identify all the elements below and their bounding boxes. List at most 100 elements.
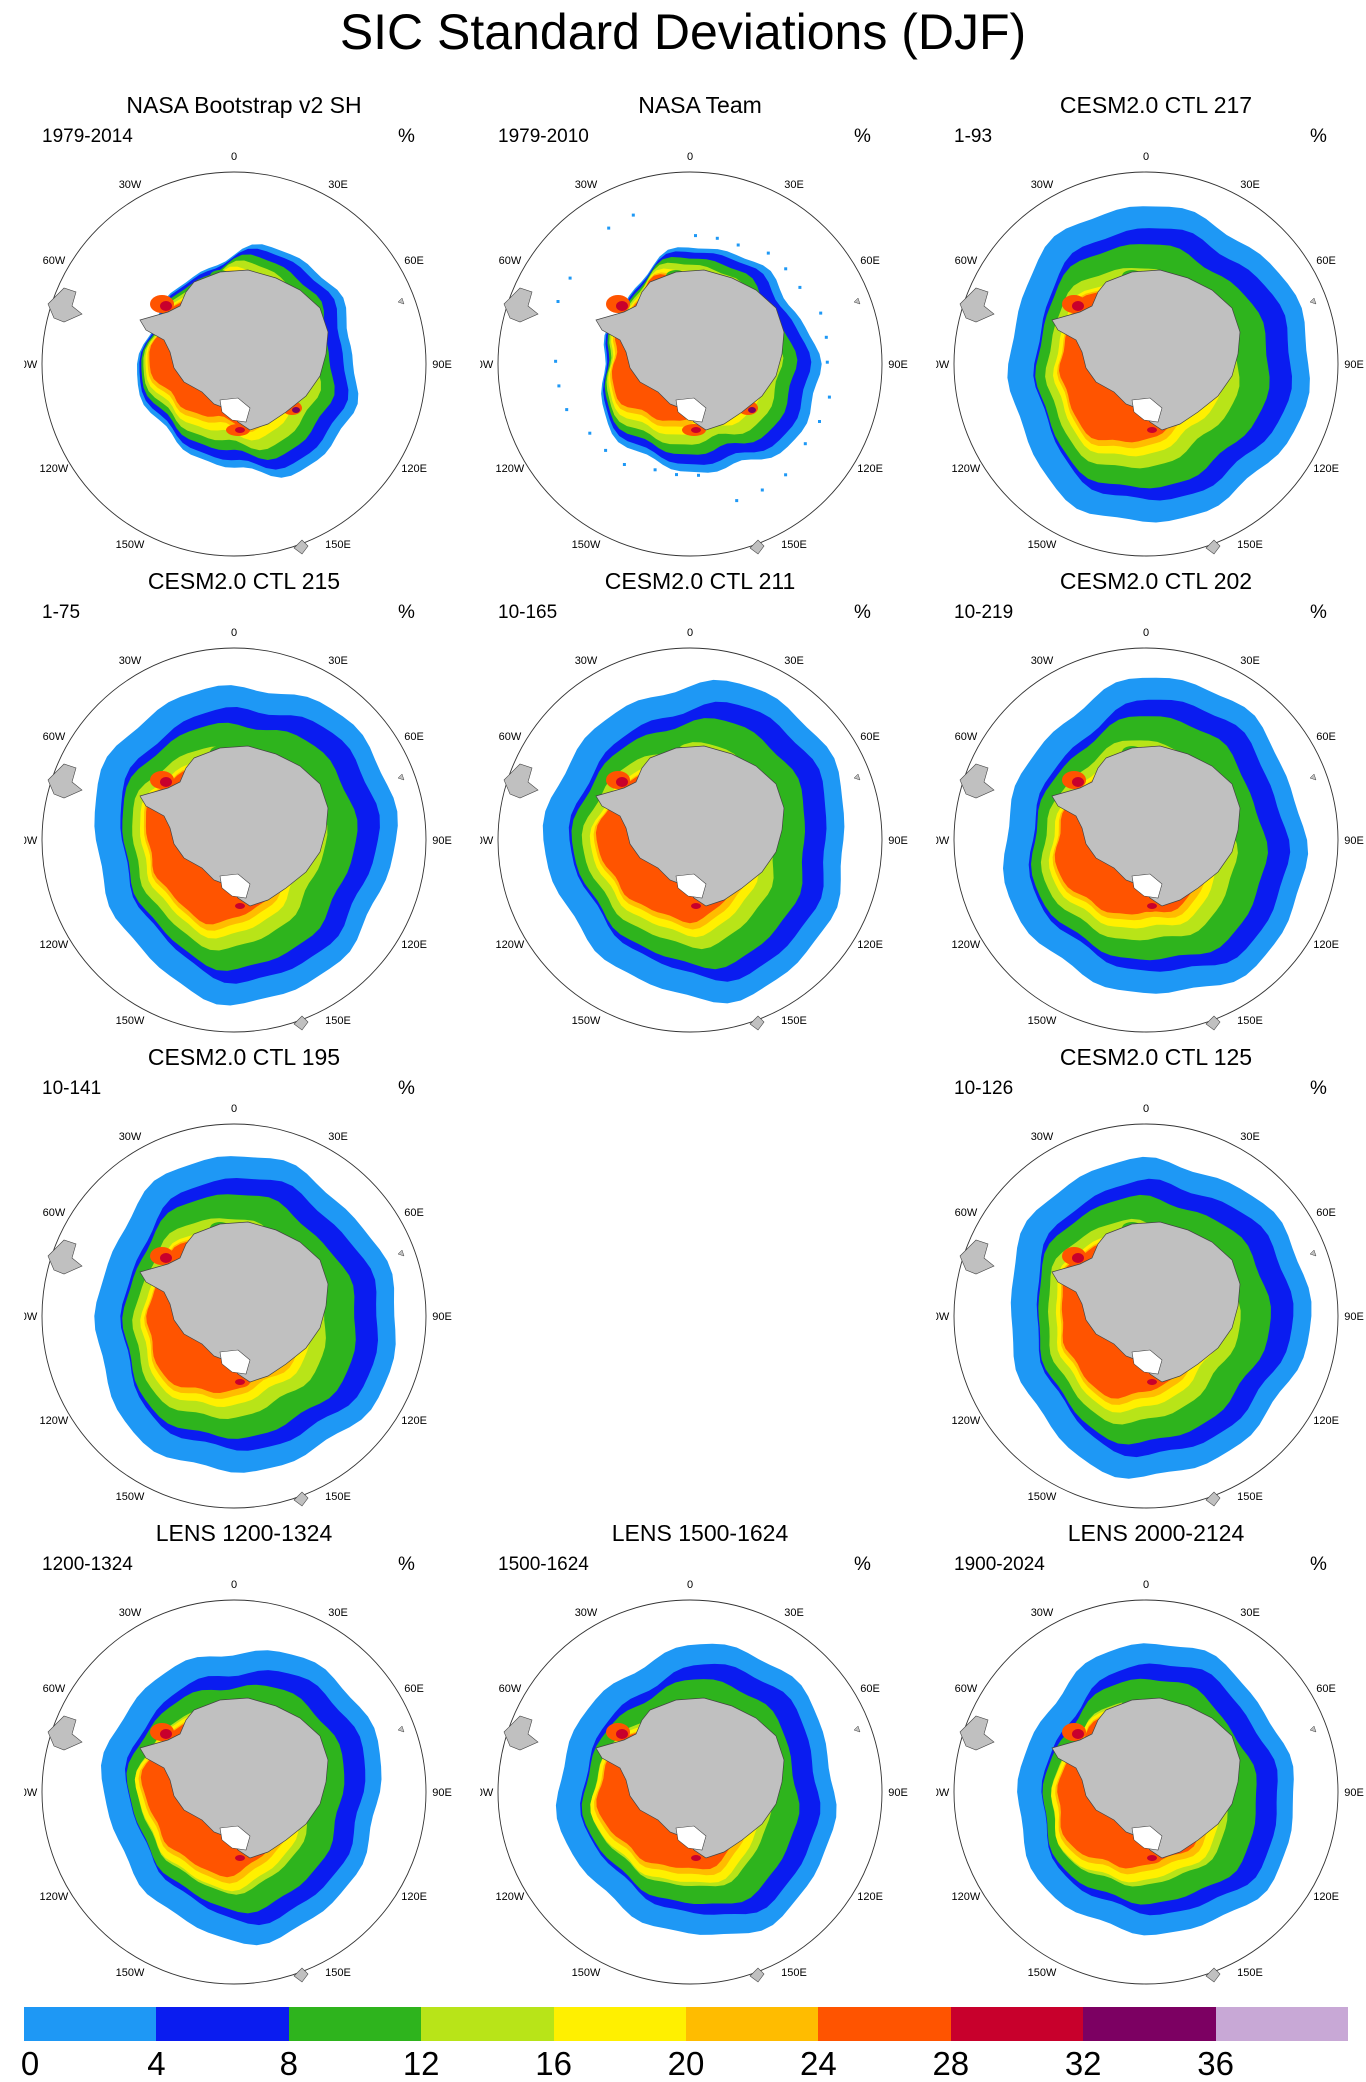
map-panel: 030E60E90E120E150E180150W120W90W60W30WLE… [24, 1520, 464, 1990]
sic-hotspot [160, 301, 172, 311]
panel-title: NASA Team [638, 92, 762, 118]
sic-speckle [568, 276, 572, 280]
colorbar-tick-label: 0 [20, 2045, 40, 2082]
island-landmass [397, 773, 405, 781]
longitude-label: 120W [952, 1891, 981, 1903]
longitude-label: 90E [432, 835, 452, 847]
longitude-label: 30E [328, 655, 348, 667]
sic-speckle [556, 300, 560, 303]
panel-period: 10-141 [42, 1078, 102, 1099]
longitude-label: 30W [1031, 1131, 1054, 1143]
island-landmass [853, 1725, 861, 1733]
sic-speckle [824, 335, 828, 339]
sic-hotspot [616, 301, 628, 311]
sic-hotspot [691, 427, 701, 433]
panel-title: CESM2.0 CTL 202 [1059, 568, 1253, 594]
south-america-landmass [47, 1715, 83, 1751]
panel-unit: % [1310, 1078, 1327, 1099]
longitude-label: 30W [119, 655, 142, 667]
island-landmass [397, 297, 405, 305]
south-america-landmass [959, 1239, 995, 1275]
longitude-label: 120W [952, 1415, 981, 1427]
south-america-landmass [503, 1715, 539, 1751]
longitude-label: 150E [1237, 1491, 1263, 1503]
longitude-label: 60E [1316, 731, 1336, 743]
sic-speckle [766, 251, 770, 255]
colorbar-tick-label: 36 [1197, 2045, 1234, 2082]
sic-speckle [675, 473, 678, 477]
panel-period: 1979-2010 [498, 126, 589, 147]
polar-map: 030E60E90E120E150E180150W120W90W60W30W [936, 151, 1364, 557]
longitude-label: 90W [24, 359, 38, 371]
longitude-label: 90E [432, 359, 452, 371]
polar-map: 030E60E90E120E150E180150W120W90W60W30W [936, 627, 1364, 1033]
island-landmass [1309, 297, 1317, 305]
ross-ice-shelf [675, 873, 707, 899]
island-landmass [397, 1249, 405, 1257]
new-zealand-landmass [1205, 1967, 1221, 1983]
new-zealand-landmass [1205, 539, 1221, 555]
sic-hotspot [235, 903, 245, 909]
colorbar-tick-label: 32 [1064, 2045, 1102, 2082]
south-america-landmass [959, 1715, 995, 1751]
longitude-label: 150W [1028, 1491, 1057, 1503]
sic-speckle [735, 499, 739, 503]
longitude-label: 30W [1031, 179, 1054, 191]
longitude-label: 150E [781, 539, 807, 551]
longitude-label: 90E [1344, 1311, 1364, 1323]
sic-hotspot [691, 1855, 701, 1861]
sic-hotspot [1072, 1729, 1084, 1739]
panel-title: CESM2.0 CTL 125 [1059, 1044, 1253, 1070]
longitude-label: 30E [328, 1131, 348, 1143]
longitude-label: 30E [328, 179, 348, 191]
longitude-label: 90W [24, 835, 38, 847]
panel-unit: % [854, 1554, 871, 1575]
island-landmass [1309, 773, 1317, 781]
longitude-label: 90W [936, 1787, 950, 1799]
longitude-label: 90E [432, 1311, 452, 1323]
colorbar-tick-label: 20 [667, 2045, 705, 2082]
ross-ice-shelf [675, 397, 707, 423]
longitude-label: 30W [119, 179, 142, 191]
longitude-label: 150W [572, 1015, 601, 1027]
ross-ice-shelf [675, 1825, 707, 1851]
sic-speckle [803, 442, 807, 446]
new-zealand-landmass [749, 1015, 765, 1031]
polar-map: 030E60E90E120E150E180150W120W90W60W30W [936, 1103, 1364, 1509]
longitude-label: 90E [1344, 1787, 1364, 1799]
ross-ice-shelf [1131, 1825, 1163, 1851]
panel-period: 1500-1624 [498, 1554, 589, 1575]
longitude-label: 150W [1028, 1967, 1057, 1979]
panel-period: 10-219 [954, 602, 1014, 623]
longitude-label: 0 [231, 1103, 237, 1115]
sic-speckle [715, 236, 719, 240]
longitude-label: 60W [499, 1683, 522, 1695]
longitude-label: 60E [860, 731, 880, 743]
longitude-label: 0 [231, 151, 237, 163]
sic-hotspot [616, 777, 628, 787]
panel-title: CESM2.0 CTL 211 [604, 568, 796, 594]
longitude-label: 30E [328, 1607, 348, 1619]
polar-map: 030E60E90E120E150E180150W120W90W60W30W [24, 1579, 452, 1985]
polar-map: 030E60E90E120E150E180150W120W90W60W30W [936, 1579, 1364, 1985]
ross-ice-shelf [1131, 397, 1163, 423]
sic-hotspot [235, 1379, 245, 1385]
sic-speckle [818, 420, 821, 423]
colorbar-tick-label: 4 [147, 2045, 166, 2082]
colorbar-segment [818, 2007, 952, 2041]
sic-speckle [607, 226, 611, 230]
longitude-label: 60E [404, 1683, 424, 1695]
sic-speckle [784, 473, 788, 477]
longitude-label: 150E [325, 1491, 351, 1503]
longitude-label: 120W [40, 1415, 69, 1427]
sic-hotspot [748, 407, 756, 413]
colorbar-segment [1083, 2007, 1217, 2041]
longitude-label: 30W [575, 1607, 598, 1619]
longitude-label: 60E [860, 1683, 880, 1695]
longitude-label: 60W [43, 1207, 66, 1219]
longitude-label: 30E [1240, 179, 1260, 191]
longitude-label: 150W [572, 1967, 601, 1979]
panel-period: 1979-2014 [42, 126, 133, 147]
panel-unit: % [1310, 126, 1327, 147]
longitude-label: 30E [784, 655, 804, 667]
